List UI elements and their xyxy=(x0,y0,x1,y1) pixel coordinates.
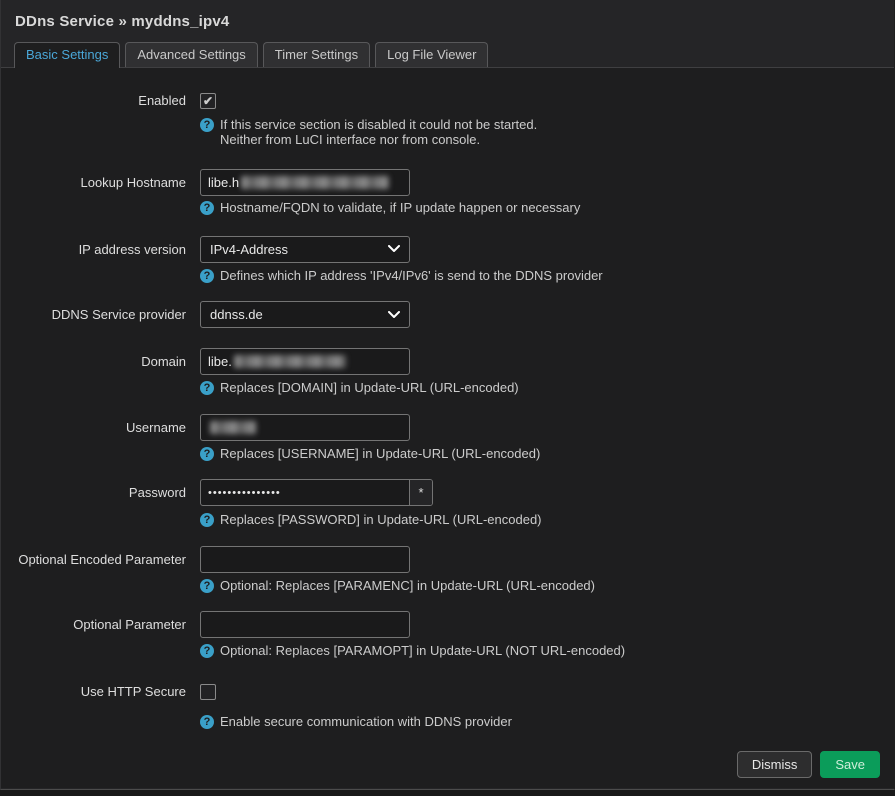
field-label: IP address version xyxy=(78,241,186,257)
field-row-password: Password ••••••••••••••• * ? Replaces [P… xyxy=(1,479,894,528)
help-icon: ? xyxy=(200,578,214,593)
checkmark-icon: ✔ xyxy=(202,94,214,108)
help-line: Optional: Replaces [PARAMENC] in Update-… xyxy=(220,577,595,593)
param-opt-input[interactable] xyxy=(200,611,410,638)
help-line: Defines which IP address 'IPv4/IPv6' is … xyxy=(220,267,603,283)
chevron-down-icon xyxy=(388,245,400,253)
field-label: Optional Parameter xyxy=(73,617,186,632)
redacted-value xyxy=(241,176,390,190)
help-icon: ? xyxy=(200,201,214,215)
help-text: ? Hostname/FQDN to validate, if IP updat… xyxy=(200,200,894,216)
field-row-username: Username ? Replaces [USERNAME] in Update… xyxy=(1,413,894,462)
field-label: Use HTTP Secure xyxy=(80,683,186,699)
input-value: libe.h xyxy=(208,175,240,190)
help-line: Replaces [PASSWORD] in Update-URL (URL-e… xyxy=(220,512,542,527)
help-icon: ? xyxy=(200,714,214,729)
field-label: Enabled xyxy=(138,93,186,108)
provider-select[interactable]: ddnss.de xyxy=(200,301,410,328)
tab-advanced-settings[interactable]: Advanced Settings xyxy=(125,42,258,67)
page-title: DDns Service » myddns_ipv4 xyxy=(15,13,230,30)
help-icon: ? xyxy=(200,268,214,283)
help-line: Optional: Replaces [PARAMOPT] in Update-… xyxy=(220,643,626,658)
selected-option: ddnss.de xyxy=(210,307,263,322)
field-row-domain: Domain libe. ? Replaces [DOMAIN] in Upda… xyxy=(1,348,894,396)
help-text: ? If this service section is disabled it… xyxy=(200,117,894,147)
selected-option: IPv4-Address xyxy=(210,241,289,257)
help-icon: ? xyxy=(200,118,214,132)
help-line: Replaces [DOMAIN] in Update-URL (URL-enc… xyxy=(220,380,519,395)
field-row-provider: DDNS Service provider ddnss.de xyxy=(1,301,894,328)
password-input[interactable]: ••••••••••••••• xyxy=(208,487,281,499)
help-icon: ? xyxy=(200,513,214,527)
chevron-down-icon xyxy=(388,310,400,319)
field-row-enabled: Enabled ✔ ? If this service section is d… xyxy=(1,92,894,147)
field-label: Username xyxy=(126,419,186,435)
field-label: Domain xyxy=(141,354,186,369)
form-actions: Dismiss Save xyxy=(736,751,880,778)
help-icon: ? xyxy=(200,381,214,395)
field-row-use-https: Use HTTP Secure ? Enable secure communic… xyxy=(1,683,894,730)
field-row-lookup-hostname: Lookup Hostname libe.h ? Hostname/FQDN t… xyxy=(1,169,894,216)
field-label: Optional Encoded Parameter xyxy=(18,551,186,567)
dismiss-button[interactable]: Dismiss xyxy=(736,751,813,778)
field-row-param-enc: Optional Encoded Parameter ? Optional: R… xyxy=(1,545,894,594)
domain-input[interactable]: libe. xyxy=(200,348,410,375)
field-label: Lookup Hostname xyxy=(80,175,186,190)
help-text: ? Replaces [DOMAIN] in Update-URL (URL-e… xyxy=(200,380,894,396)
password-reveal-button[interactable]: * xyxy=(409,480,432,505)
help-line: Replaces [USERNAME] in Update-URL (URL-e… xyxy=(220,445,541,461)
field-label: Password xyxy=(128,485,186,500)
help-text: ? Optional: Replaces [PARAMENC] in Updat… xyxy=(200,577,894,594)
help-text: ? Replaces [PASSWORD] in Update-URL (URL… xyxy=(200,512,894,528)
help-line: Neither from LuCI interface nor from con… xyxy=(220,131,481,147)
page-header: DDns Service » myddns_ipv4 xyxy=(1,0,894,42)
tab-timer-settings[interactable]: Timer Settings xyxy=(262,42,371,67)
help-line: If this service section is disabled it c… xyxy=(220,117,538,132)
field-row-param-opt: Optional Parameter ? Optional: Replaces … xyxy=(1,611,894,659)
redacted-value xyxy=(233,355,346,369)
enabled-checkbox[interactable]: ✔ xyxy=(200,93,216,109)
param-enc-input[interactable] xyxy=(200,545,410,573)
password-field-group: ••••••••••••••• * xyxy=(200,479,433,506)
input-value: libe. xyxy=(208,354,232,369)
tab-basic-settings[interactable]: Basic Settings xyxy=(14,42,121,68)
save-button[interactable]: Save xyxy=(820,751,880,778)
help-line: Hostname/FQDN to validate, if IP update … xyxy=(220,200,581,215)
help-text: ? Replaces [USERNAME] in Update-URL (URL… xyxy=(200,445,894,462)
field-row-ip-version: IP address version IPv4-Address ? Define… xyxy=(1,235,894,284)
redacted-value xyxy=(210,420,256,434)
ip-version-select[interactable]: IPv4-Address xyxy=(200,235,410,263)
tab-bar: Basic Settings Advanced Settings Timer S… xyxy=(1,42,894,68)
tab-log-file-viewer[interactable]: Log File Viewer xyxy=(375,42,489,67)
help-icon: ? xyxy=(200,446,214,461)
tab-content-basic-settings: Enabled ✔ ? If this service section is d… xyxy=(1,68,894,788)
field-label: DDNS Service provider xyxy=(51,307,186,322)
help-icon: ? xyxy=(200,644,214,658)
help-text: ? Defines which IP address 'IPv4/IPv6' i… xyxy=(200,267,894,284)
help-line: Enable secure communication with DDNS pr… xyxy=(220,713,512,729)
lookup-hostname-input[interactable]: libe.h xyxy=(200,169,410,196)
use-https-checkbox[interactable] xyxy=(200,683,216,700)
username-input[interactable] xyxy=(200,413,410,441)
help-text: ? Enable secure communication with DDNS … xyxy=(200,713,894,730)
help-text: ? Optional: Replaces [PARAMOPT] in Updat… xyxy=(200,643,894,659)
